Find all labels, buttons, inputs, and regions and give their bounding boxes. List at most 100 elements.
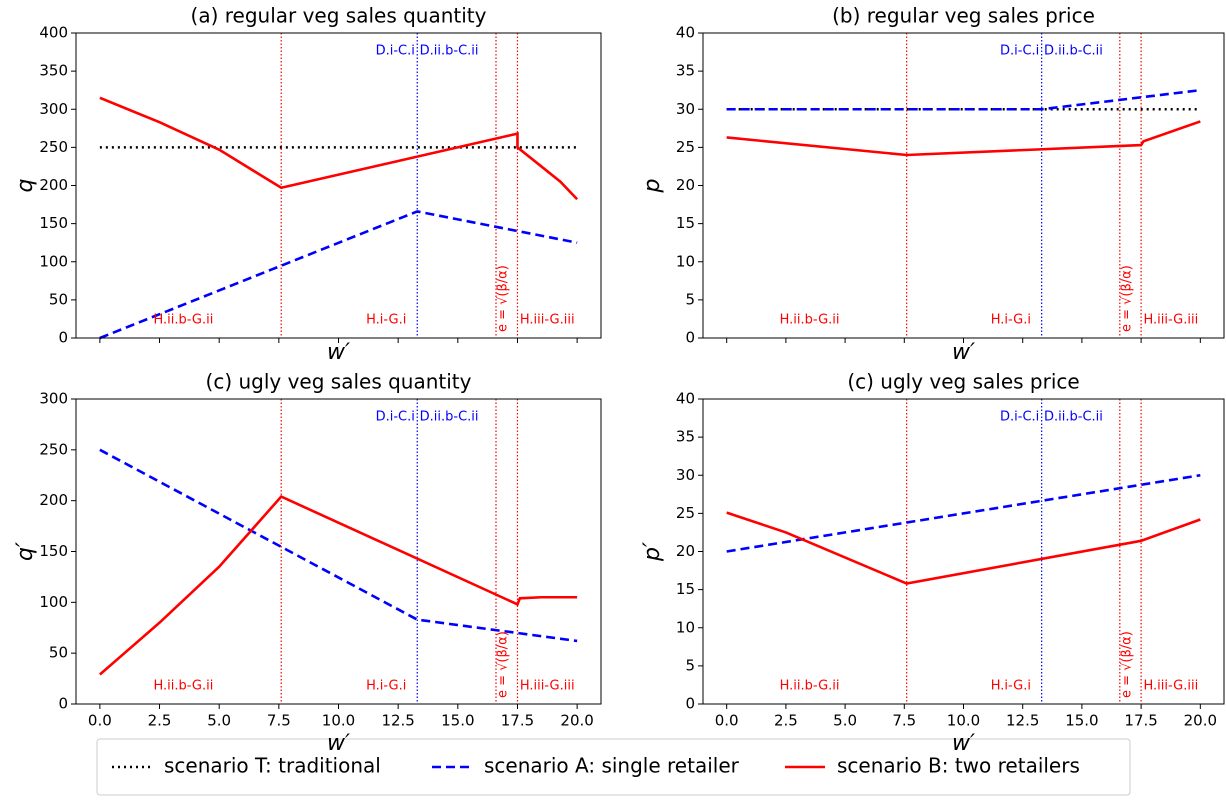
annotation: H.ii.b-G.ii [153, 679, 213, 694]
plot-frame [75, 32, 602, 339]
series-line [726, 511, 1201, 585]
y-tick-label: 300 [39, 100, 68, 118]
plot-frame [702, 32, 1225, 339]
series-line [99, 448, 578, 643]
plot-frame [75, 398, 602, 705]
y-tick-label: 0 [58, 329, 68, 347]
y-tick-label: 150 [39, 214, 68, 232]
y-tick-label: 40 [676, 24, 695, 42]
annotation: D.ii.b-C.ii [420, 44, 479, 59]
series-line [726, 473, 1201, 553]
annotation: H.iii-G.iii [520, 313, 575, 328]
y-tick-label: 30 [676, 466, 695, 484]
y-axis-label: p′ [640, 542, 665, 562]
annotation: e = √(β/α) [1119, 265, 1134, 332]
y-tick-label: 200 [39, 176, 68, 194]
series-line [99, 96, 579, 201]
annotation: H.i-G.i [366, 313, 406, 328]
annotation: e = √(β/α) [496, 265, 511, 332]
x-tick-label: 15.0 [441, 712, 474, 730]
y-tick-label: 15 [676, 214, 695, 232]
x-tick-label: 10.0 [322, 712, 355, 730]
y-tick-label: 350 [39, 62, 68, 80]
annotation: H.ii.b-G.ii [153, 313, 213, 328]
x-tick-label: 12.5 [381, 712, 414, 730]
y-tick-label: 0 [58, 695, 68, 713]
chart-title: (c) ugly veg sales price [847, 370, 1079, 394]
x-tick-label: 7.5 [892, 712, 916, 730]
y-tick-label: 15 [676, 580, 695, 598]
y-tick-label: 100 [39, 252, 68, 270]
y-tick-label: 150 [39, 542, 68, 560]
y-axis-label: q [13, 178, 38, 192]
plot-frame [702, 398, 1225, 705]
annotation: H.iii-G.iii [520, 679, 575, 694]
y-tick-label: 250 [39, 440, 68, 458]
y-tick-label: 50 [49, 290, 68, 308]
x-tick-label: 15.0 [1065, 712, 1098, 730]
y-tick-label: 0 [685, 329, 695, 347]
annotation: D.i-C.i [376, 410, 415, 425]
x-tick-label: 20.0 [1184, 712, 1217, 730]
x-tick-label: 5.0 [833, 712, 857, 730]
x-tick-label: 7.5 [267, 712, 291, 730]
annotation: D.i-C.i [1000, 410, 1039, 425]
legend-box [96, 738, 1131, 796]
annotation: H.i-G.i [991, 679, 1031, 694]
series-line [726, 88, 1201, 111]
chart-title: (b) regular veg sales price [832, 4, 1095, 28]
x-axis-label: w′ [952, 340, 975, 365]
annotation: H.iii-G.iii [1143, 679, 1198, 694]
y-tick-label: 25 [676, 138, 695, 156]
y-tick-label: 100 [39, 593, 68, 611]
x-axis-label: w′ [327, 340, 350, 365]
y-tick-label: 10 [676, 252, 695, 270]
annotation: H.iii-G.iii [1143, 313, 1198, 328]
x-tick-label: 17.5 [501, 712, 534, 730]
chart-title: (c) ugly veg sales quantity [206, 370, 472, 394]
annotation: e = √(β/α) [1119, 631, 1134, 698]
annotation: H.ii.b-G.ii [780, 679, 840, 694]
x-tick-label: 20.0 [560, 712, 593, 730]
y-tick-label: 50 [49, 644, 68, 662]
y-tick-label: 35 [676, 428, 695, 446]
annotation: D.i-C.i [376, 44, 415, 59]
y-axis-label: p [640, 179, 665, 194]
x-tick-label: 12.5 [1006, 712, 1039, 730]
x-tick-label: 10.0 [947, 712, 980, 730]
x-tick-label: 2.5 [774, 712, 798, 730]
y-tick-label: 20 [676, 176, 695, 194]
y-tick-label: 300 [39, 390, 68, 408]
annotation: D.i-C.i [1000, 44, 1039, 59]
y-tick-label: 400 [39, 24, 68, 42]
annotation: H.i-G.i [991, 313, 1031, 328]
legend-label: scenario T: traditional [164, 754, 381, 778]
series-line [99, 210, 578, 340]
y-tick-label: 30 [676, 100, 695, 118]
y-tick-label: 20 [676, 542, 695, 560]
x-tick-label: 0.0 [715, 712, 739, 730]
y-tick-label: 40 [676, 390, 695, 408]
x-tick-label: 17.5 [1124, 712, 1157, 730]
y-tick-label: 0 [685, 695, 695, 713]
annotation: e = √(β/α) [496, 631, 511, 698]
y-tick-label: 10 [676, 618, 695, 636]
annotation: D.ii.b-C.ii [1044, 44, 1103, 59]
series-line [99, 495, 578, 676]
x-tick-label: 2.5 [148, 712, 172, 730]
legend-label: scenario A: single retailer [484, 754, 740, 778]
annotation: D.ii.b-C.ii [1044, 410, 1103, 425]
y-axis-label: q′ [13, 542, 38, 561]
y-tick-label: 200 [39, 491, 68, 509]
annotation: H.i-G.i [366, 679, 406, 694]
annotation: D.ii.b-C.ii [420, 410, 479, 425]
y-tick-label: 35 [676, 62, 695, 80]
x-tick-label: 0.0 [88, 712, 112, 730]
y-tick-label: 25 [676, 504, 695, 522]
y-tick-label: 5 [685, 290, 695, 308]
chart-title: (a) regular veg sales quantity [191, 4, 487, 28]
x-axis-label: w′ [952, 731, 975, 756]
x-axis-label: w′ [327, 731, 350, 756]
